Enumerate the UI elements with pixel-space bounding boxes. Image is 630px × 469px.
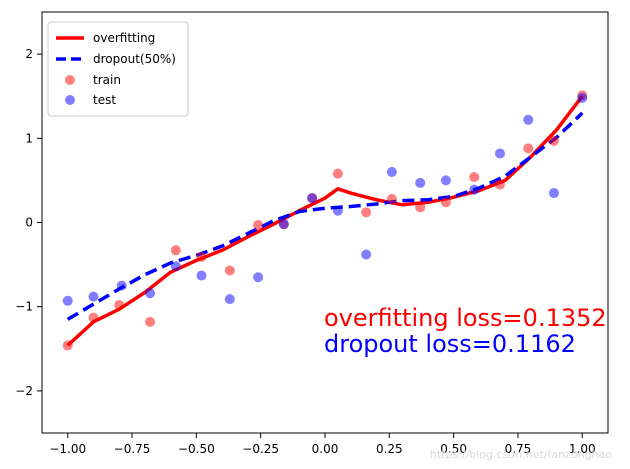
legend-overfitting-label: overfitting [93,31,155,45]
test-point [62,295,73,306]
test-point [361,249,372,260]
test-point [386,166,397,177]
train-point [440,197,451,208]
test-point [577,92,588,103]
legend-box [47,21,189,117]
train-point [361,207,372,218]
test-point [332,205,343,216]
x-tick-label: 0.75 [505,442,532,456]
train-point [88,312,99,323]
x-tick-label: −1.00 [49,442,86,456]
test-point [88,291,99,302]
train-point [62,340,73,351]
test-point [307,193,318,204]
test-point [440,175,451,186]
test-point [196,270,207,281]
train-point [523,143,534,154]
test-point [116,280,127,291]
y-tick-label: 0 [25,216,33,230]
test-point [170,261,181,272]
test-point [145,288,156,299]
x-tick-label: 0.50 [440,442,467,456]
train-point [469,172,480,183]
legend-train-label: train [93,73,121,87]
train-point [253,220,264,231]
y-tick-label: 2 [25,47,33,61]
test-point [415,177,426,188]
watermark: https://blog.csdn.net/fanzonghao [430,448,612,461]
test-point [523,114,534,125]
x-tick-label: 0.25 [376,442,403,456]
legend-test-label: test [93,93,116,107]
train-point [494,179,505,190]
test-point [469,184,480,195]
dropout-loss-annotation: dropout loss=0.1162 [324,330,576,358]
series-line-dropout-50 [66,111,584,321]
x-tick-label: −0.50 [178,442,215,456]
legend-train-swatch [65,75,75,85]
y-tick-label: −2 [15,384,33,398]
series-line-overfitting [66,95,584,347]
test-point [253,272,264,283]
legend: overfitting dropout(50%) train test [47,21,189,117]
y-tick-label: 1 [25,131,33,145]
train-point [224,265,235,276]
train-point [332,168,343,179]
overfitting-loss-annotation: overfitting loss=0.1352 [324,304,607,332]
legend-test-swatch [65,95,75,105]
x-tick-label: 1.00 [569,442,596,456]
chart-marks [62,90,588,351]
train-point [114,300,125,311]
train-point [415,202,426,213]
y-tick-label: −1 [15,300,33,314]
test-point [548,188,559,199]
axes: −1.00 −0.75 −0.50 −0.25 0.00 0.25 0.50 0.75 1.00… [15,47,595,456]
train-point [386,193,397,204]
legend-dropout-label: dropout(50%) [93,52,176,66]
test-point [494,148,505,159]
x-tick-label: −0.25 [242,442,279,456]
train-point [196,252,207,263]
x-tick-label: −0.75 [114,442,151,456]
train-point [170,245,181,256]
test-point [224,294,235,305]
x-tick-label: 0.00 [312,442,339,456]
test-point [278,219,289,230]
train-point [145,316,156,327]
train-point [548,135,559,146]
